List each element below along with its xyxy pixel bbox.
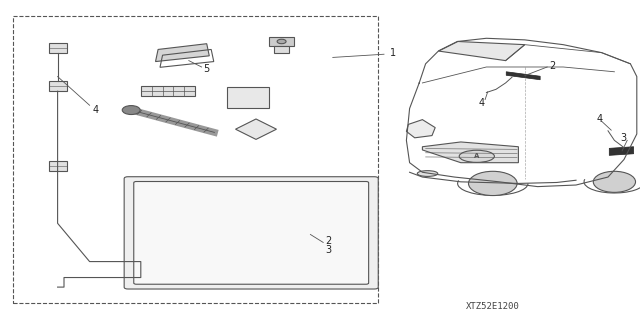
Circle shape [468, 171, 517, 196]
Text: 4: 4 [93, 105, 99, 115]
Polygon shape [438, 41, 525, 61]
Text: XTZ52E1200: XTZ52E1200 [466, 302, 520, 311]
Bar [227, 87, 269, 108]
Bar [274, 46, 289, 53]
Polygon shape [506, 72, 540, 80]
Bar [141, 86, 195, 96]
Circle shape [593, 171, 636, 192]
Text: 5: 5 [204, 64, 210, 74]
Polygon shape [406, 120, 435, 138]
Ellipse shape [460, 150, 495, 162]
Text: 4: 4 [596, 114, 603, 124]
Bar [269, 37, 294, 46]
Polygon shape [236, 119, 276, 139]
Text: 3: 3 [621, 133, 627, 143]
Bar [49, 43, 67, 53]
Circle shape [122, 106, 140, 115]
Text: 2: 2 [325, 236, 332, 246]
FancyBboxPatch shape [124, 177, 378, 289]
Bar [49, 161, 67, 171]
Polygon shape [609, 147, 634, 155]
Circle shape [277, 39, 286, 44]
Text: A: A [474, 153, 479, 159]
Text: 4: 4 [479, 98, 485, 108]
Polygon shape [422, 142, 518, 163]
Text: 2: 2 [549, 61, 556, 71]
Bar [13, 16, 378, 303]
FancyBboxPatch shape [134, 182, 369, 284]
Ellipse shape [417, 171, 438, 176]
Polygon shape [156, 44, 209, 62]
Text: 1: 1 [390, 48, 397, 58]
Text: 3: 3 [325, 245, 332, 256]
Bar [49, 81, 67, 91]
